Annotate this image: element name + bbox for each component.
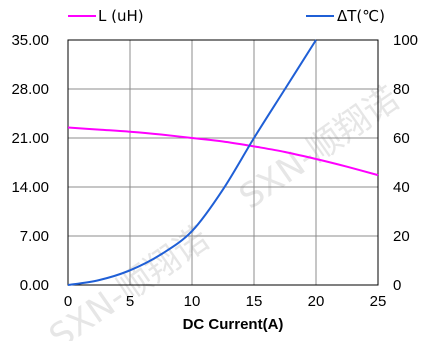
x-axis-title: DC Current(A) xyxy=(183,316,284,333)
y-left-axis-ticks: 0.00 7.00 14.00 21.00 28.00 35.00 xyxy=(11,32,49,294)
y-right-tick-label: 80 xyxy=(393,81,410,98)
y-right-axis-ticks: 0 20 40 60 80 100 xyxy=(393,32,418,294)
legend-label: ΔT(℃) xyxy=(337,7,385,25)
y-right-tick-label: 60 xyxy=(393,130,410,147)
plot-grid xyxy=(68,40,378,285)
x-tick-label: 20 xyxy=(308,293,325,310)
x-tick-label: 0 xyxy=(64,293,72,310)
y-right-tick-label: 40 xyxy=(393,179,410,196)
series-line-inductance xyxy=(67,126,379,177)
x-tick-label: 15 xyxy=(246,293,263,310)
y-right-tick-label: 20 xyxy=(393,228,410,245)
y-left-tick-label: 7.00 xyxy=(20,228,49,245)
y-right-tick-label: 0 xyxy=(393,277,401,294)
x-tick-label: 25 xyxy=(370,293,387,310)
x-tick-label: 5 xyxy=(126,293,134,310)
y-left-tick-label: 0.00 xyxy=(20,277,49,294)
y-left-tick-label: 35.00 xyxy=(11,32,49,49)
x-axis-ticks: 0 5 10 15 20 25 xyxy=(64,293,387,310)
y-left-tick-label: 28.00 xyxy=(11,81,49,98)
y-left-tick-label: 21.00 xyxy=(11,130,49,147)
watermark-group: SXN-顺翔诺 SXN-顺翔诺 xyxy=(42,79,406,341)
x-tick-label: 10 xyxy=(184,293,201,310)
series-line-temperature-rise xyxy=(67,39,317,286)
y-left-tick-label: 14.00 xyxy=(11,179,49,196)
series-layer xyxy=(67,39,379,286)
legend: L (uH) ΔT(℃) xyxy=(68,7,385,25)
y-right-tick-label: 100 xyxy=(393,32,418,49)
legend-label: L (uH) xyxy=(98,7,144,25)
plot-frame xyxy=(67,39,379,286)
